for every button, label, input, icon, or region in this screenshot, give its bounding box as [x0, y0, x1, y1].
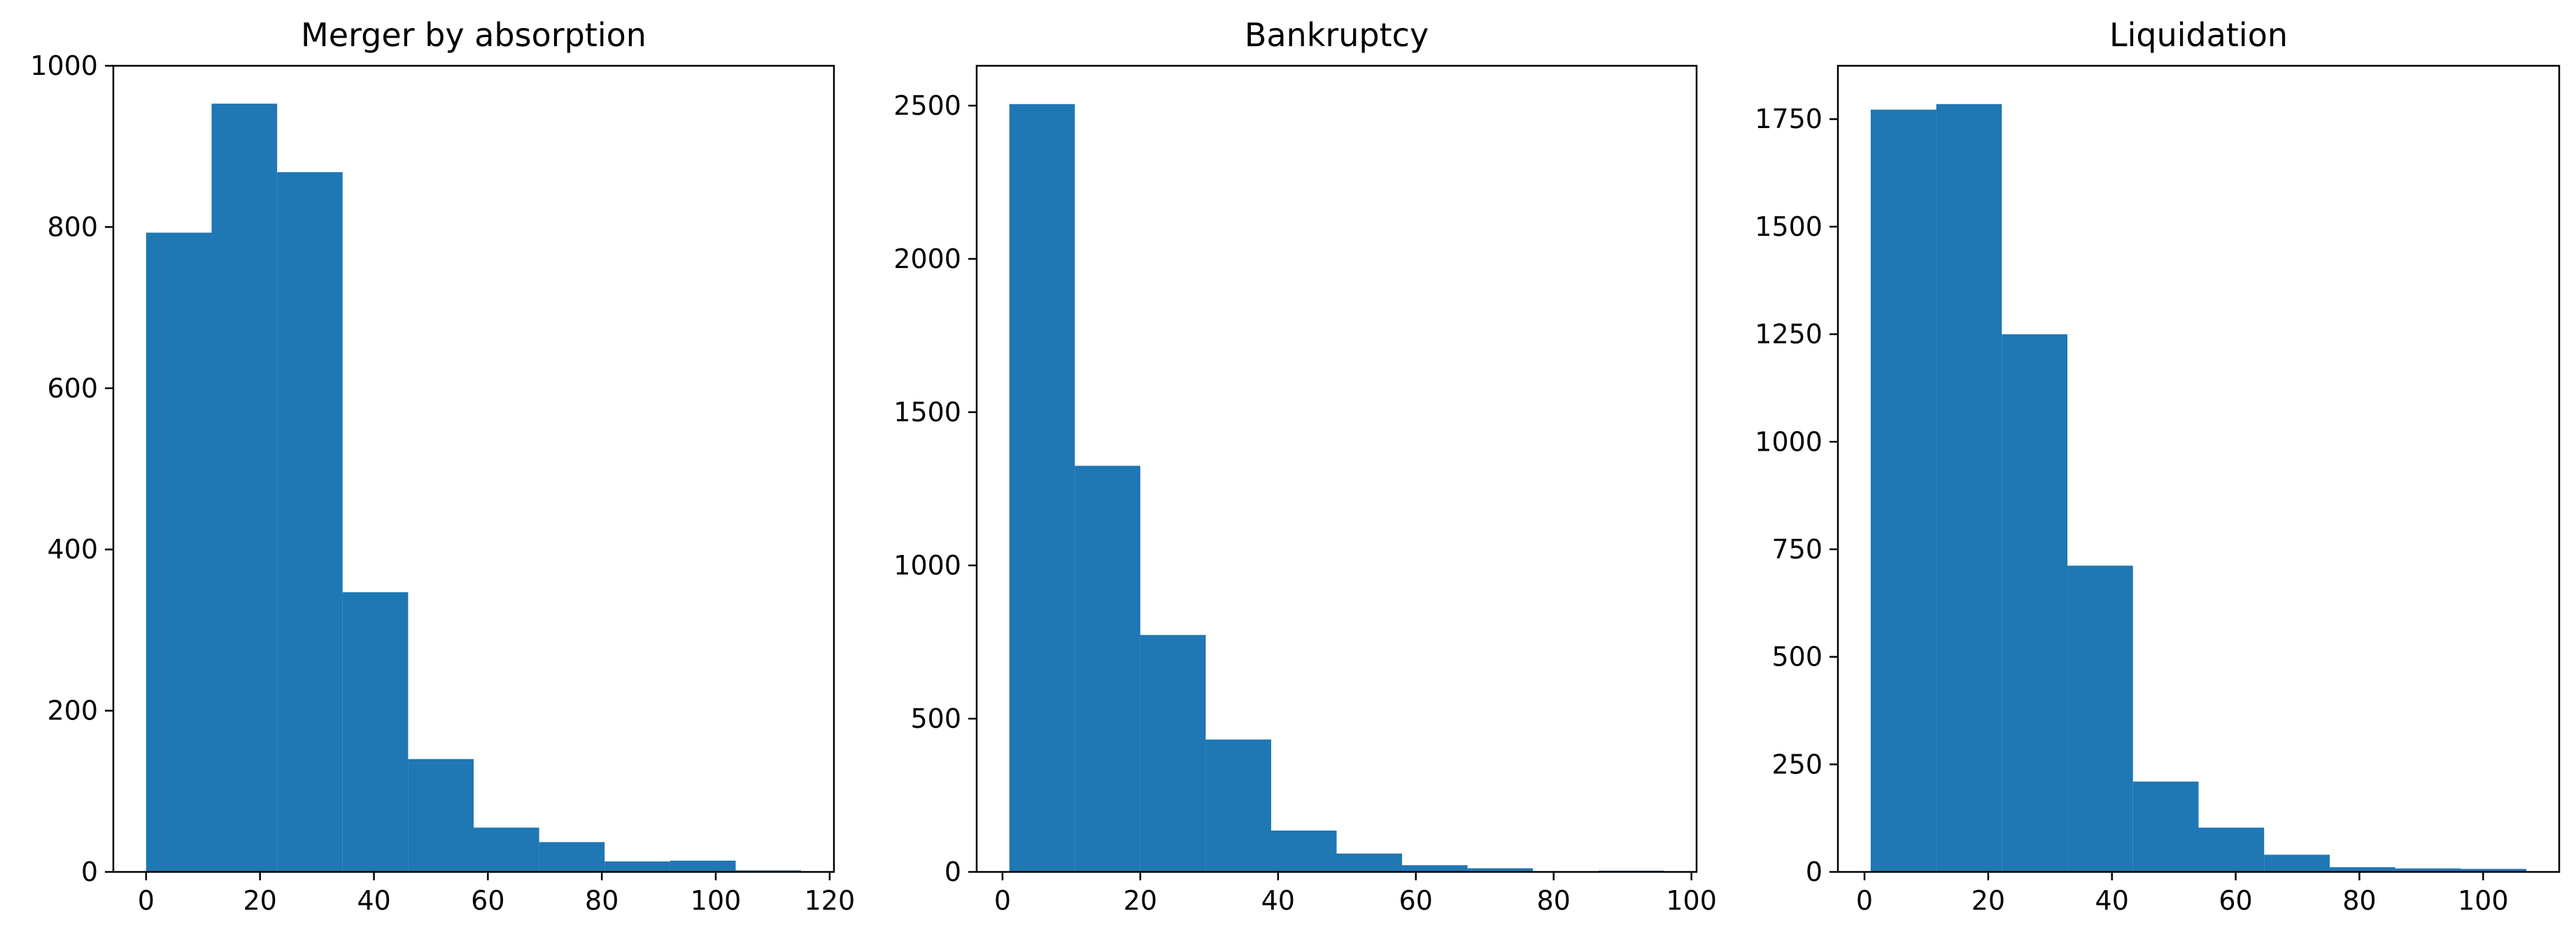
- x-tick-label: 20: [1124, 885, 1157, 916]
- histogram-bar: [211, 104, 278, 872]
- histogram-bar: [1336, 853, 1403, 872]
- y-tick-label: 500: [910, 703, 961, 734]
- histogram-bar: [1009, 104, 1075, 873]
- axes-frame: [1837, 64, 2561, 873]
- axes-frame: [975, 64, 1698, 873]
- y-tick-label: 2000: [893, 244, 961, 274]
- histogram-bar: [408, 759, 474, 872]
- histogram-bar: [1271, 830, 1337, 872]
- histogram-bar: [2329, 867, 2395, 872]
- x-tick-label: 80: [1536, 885, 1570, 916]
- histogram-bar: [1870, 109, 1937, 872]
- y-tick-label: 1500: [1755, 211, 1823, 242]
- histogram-bar: [1402, 865, 1468, 872]
- histogram-bar: [146, 232, 212, 872]
- y-tick-label: 500: [1771, 642, 1823, 672]
- y-tick-label: 1250: [1755, 319, 1823, 350]
- histogram-bar: [1205, 739, 1271, 872]
- y-tick-label: 0: [944, 857, 961, 887]
- x-tick-label: 60: [471, 885, 504, 916]
- histogram-bar: [342, 592, 409, 872]
- axes-frame: [112, 64, 835, 873]
- histogram-bar: [1075, 465, 1140, 872]
- y-tick-label: 600: [47, 373, 98, 404]
- histogram-bar: [2461, 868, 2527, 872]
- y-tick-label: 1000: [893, 550, 961, 581]
- x-tick-label: 0: [1856, 885, 1873, 916]
- histogram-bar: [2198, 827, 2265, 872]
- x-tick-label: 40: [1261, 885, 1295, 916]
- y-tick-label: 2500: [893, 90, 961, 121]
- x-tick-label: 0: [138, 885, 155, 916]
- histogram-bar: [474, 827, 539, 872]
- y-tick-label: 1000: [1755, 426, 1823, 457]
- histogram-bar: [670, 860, 736, 872]
- histogram-bar: [2002, 334, 2068, 872]
- x-tick-label: 80: [585, 885, 618, 916]
- histogram-bar: [2395, 868, 2461, 872]
- y-tick-label: 1750: [1755, 104, 1823, 134]
- x-tick-label: 100: [1666, 885, 1717, 916]
- x-tick-label: 20: [243, 885, 276, 916]
- x-tick-label: 60: [2218, 885, 2252, 916]
- y-tick-label: 400: [47, 534, 98, 565]
- x-tick-label: 20: [1972, 885, 2005, 916]
- histogram-bar: [277, 172, 343, 873]
- histogram-bar: [2067, 565, 2133, 872]
- histogram-bar: [604, 861, 670, 872]
- x-tick-label: 0: [994, 885, 1011, 916]
- x-tick-label: 100: [691, 885, 742, 916]
- histogram-bar: [1140, 635, 1206, 872]
- x-tick-label: 120: [805, 885, 856, 916]
- histogram-bar: [539, 842, 605, 872]
- x-tick-label: 100: [2458, 885, 2509, 916]
- x-tick-label: 60: [1399, 885, 1433, 916]
- y-tick-label: 1500: [893, 397, 961, 428]
- y-tick-label: 1000: [30, 50, 98, 81]
- y-tick-label: 250: [1771, 749, 1823, 780]
- x-tick-label: 40: [2095, 885, 2129, 916]
- histogram-bar: [1936, 104, 2002, 872]
- panel-title: Liquidation: [2109, 16, 2288, 54]
- histogram-bar: [2132, 781, 2199, 872]
- histogram-panel-1: 0 20 40 60 80 100 120 0 200 400 600 800 1000 Merger b…: [30, 16, 855, 916]
- y-tick-label: 200: [47, 696, 98, 726]
- histogram-bar: [1467, 868, 1534, 872]
- y-tick-label: 800: [47, 211, 98, 242]
- y-tick-label: 0: [1806, 857, 1823, 887]
- x-tick-label: 40: [357, 885, 390, 916]
- x-tick-label: 80: [2342, 885, 2376, 916]
- panel-title: Bankruptcy: [1245, 16, 1429, 54]
- histogram-bar: [2264, 854, 2330, 872]
- panel-title: Merger by absorption: [301, 16, 646, 54]
- y-tick-label: 750: [1771, 534, 1823, 565]
- histogram-panel-3: 0 20 40 60 80 10002505007501000125015001750Li…: [1755, 16, 2561, 916]
- histogram-panel-2: 0 20 40 60 80 10005001000150020002500Bankrupt…: [893, 16, 1717, 916]
- y-tick-label: 0: [81, 857, 98, 887]
